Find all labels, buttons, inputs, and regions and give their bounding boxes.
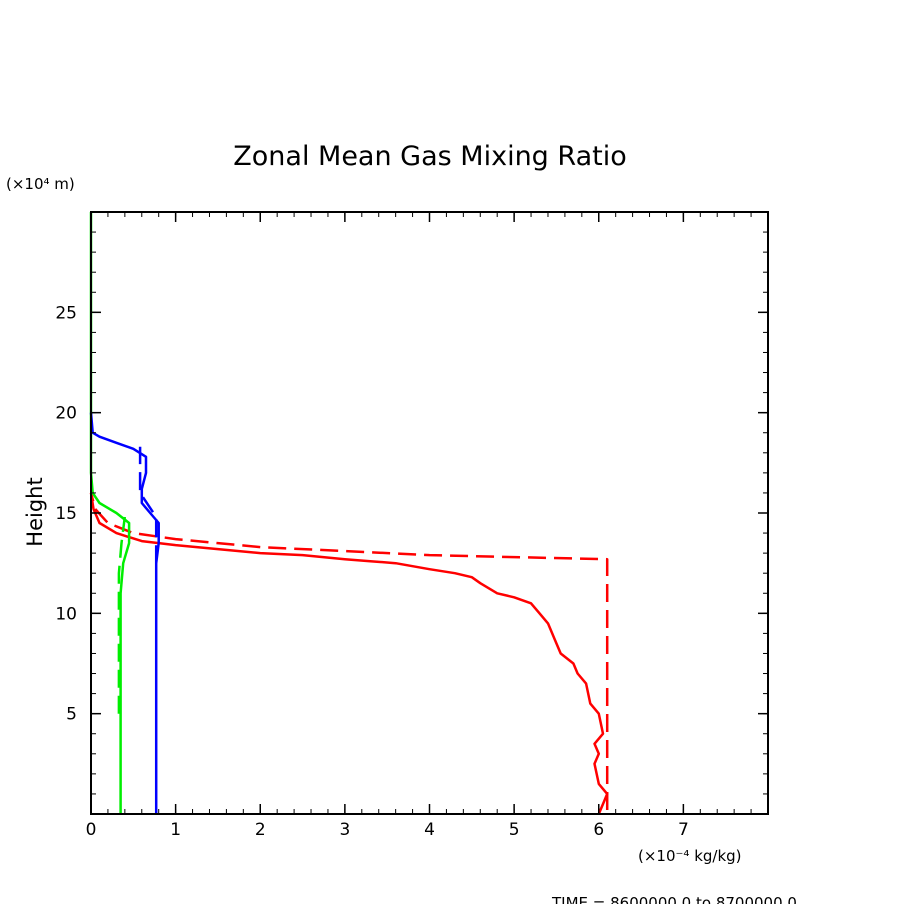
y-tick-label: 10 xyxy=(55,604,77,624)
series-line-5 xyxy=(138,446,158,564)
y-unit-label: (×10⁴ m) xyxy=(6,175,75,193)
y-tick-label: 15 xyxy=(55,504,77,524)
plot-frame xyxy=(90,211,769,815)
series-line-1 xyxy=(89,492,609,810)
x-tick-label: 5 xyxy=(509,820,520,840)
x-tick-label: 2 xyxy=(255,820,266,840)
y-tick-label: 20 xyxy=(55,404,77,424)
x-tick-label: 0 xyxy=(86,820,97,840)
x-tick-label: 6 xyxy=(593,820,604,840)
series-line-4 xyxy=(89,412,160,814)
series-line-3 xyxy=(117,516,127,714)
y-axis-label: Height xyxy=(23,477,47,546)
series-line-0 xyxy=(89,492,609,815)
footer-time-label: TIME = 8600000.0 to 8700000.0 xyxy=(551,894,797,904)
x-tick-label: 1 xyxy=(170,820,181,840)
y-tick-label: 5 xyxy=(66,705,77,725)
x-tick-label: 7 xyxy=(678,820,689,840)
chart-title: Zonal Mean Gas Mixing Ratio xyxy=(233,141,626,172)
x-tick-label: 4 xyxy=(424,820,435,840)
x-tick-label: 3 xyxy=(339,820,350,840)
plot-area: 0 1 2 3 4 5 6 7 5 10 15 20 25 xyxy=(55,211,769,840)
y-tick-label: 25 xyxy=(55,303,77,323)
x-unit-label: (×10⁻⁴ kg/kg) xyxy=(638,847,742,865)
